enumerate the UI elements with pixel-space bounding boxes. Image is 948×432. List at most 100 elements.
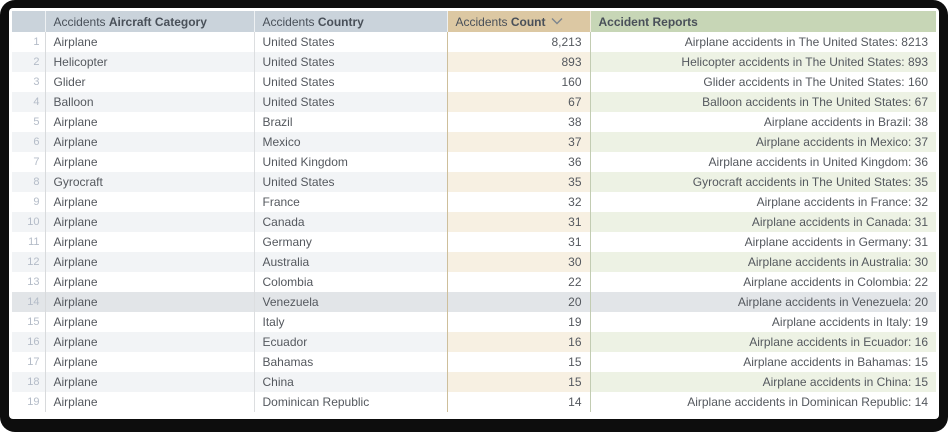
count-cell[interactable]: 35: [447, 172, 591, 192]
count-cell[interactable]: 15: [447, 372, 591, 392]
country-cell[interactable]: Colombia: [254, 272, 448, 292]
row-number-cell[interactable]: 3: [12, 72, 46, 92]
aircraft-category-cell[interactable]: Airplane: [45, 212, 255, 232]
count-cell[interactable]: 16: [447, 332, 591, 352]
country-cell[interactable]: United States: [254, 72, 448, 92]
aircraft-category-cell[interactable]: Airplane: [45, 192, 255, 212]
aircraft-category-cell[interactable]: Helicopter: [45, 52, 255, 72]
country-cell[interactable]: Bahamas: [254, 352, 448, 372]
row-number-cell[interactable]: 12: [12, 252, 46, 272]
row-number-cell[interactable]: 16: [12, 332, 46, 352]
report-cell[interactable]: Airplane accidents in Colombia: 22: [590, 272, 936, 292]
country-cell[interactable]: Ecuador: [254, 332, 448, 352]
country-cell[interactable]: United Kingdom: [254, 152, 448, 172]
count-cell[interactable]: 30: [447, 252, 591, 272]
row-number-cell[interactable]: 1: [12, 32, 46, 52]
count-cell[interactable]: 22: [447, 272, 591, 292]
row-number-cell[interactable]: 7: [12, 152, 46, 172]
country-cell[interactable]: Dominican Republic: [254, 392, 448, 412]
count-cell[interactable]: 31: [447, 212, 591, 232]
row-number-cell[interactable]: 19: [12, 392, 46, 412]
row-number-cell[interactable]: 10: [12, 212, 46, 232]
country-cell[interactable]: China: [254, 372, 448, 392]
report-cell[interactable]: Gyrocraft accidents in The United States…: [590, 172, 936, 192]
column-header-aircraft-category[interactable]: Accidents Aircraft Category: [45, 11, 255, 32]
country-cell[interactable]: Australia: [254, 252, 448, 272]
row-number-cell[interactable]: 11: [12, 232, 46, 252]
row-number-cell[interactable]: 2: [12, 52, 46, 72]
country-cell[interactable]: France: [254, 192, 448, 212]
report-cell[interactable]: Glider accidents in The United States: 1…: [590, 72, 936, 92]
country-cell[interactable]: Italy: [254, 312, 448, 332]
aircraft-category-cell[interactable]: Airplane: [45, 352, 255, 372]
report-cell[interactable]: Balloon accidents in The United States: …: [590, 92, 936, 112]
row-number-cell[interactable]: 15: [12, 312, 46, 332]
count-cell[interactable]: 67: [447, 92, 591, 112]
row-number-cell[interactable]: 4: [12, 92, 46, 112]
row-number-cell[interactable]: 17: [12, 352, 46, 372]
report-cell[interactable]: Airplane accidents in France: 32: [590, 192, 936, 212]
count-cell[interactable]: 20: [447, 292, 591, 312]
report-cell[interactable]: Airplane accidents in Australia: 30: [590, 252, 936, 272]
aircraft-category-cell[interactable]: Airplane: [45, 372, 255, 392]
row-number-cell[interactable]: 5: [12, 112, 46, 132]
country-cell[interactable]: Canada: [254, 212, 448, 232]
report-cell[interactable]: Airplane accidents in Dominican Republic…: [590, 392, 936, 412]
aircraft-category-cell[interactable]: Glider: [45, 72, 255, 92]
aircraft-category-cell[interactable]: Airplane: [45, 312, 255, 332]
count-cell[interactable]: 8,213: [447, 32, 591, 52]
aircraft-category-cell[interactable]: Airplane: [45, 392, 255, 412]
report-cell[interactable]: Airplane accidents in Brazil: 38: [590, 112, 936, 132]
table-row: 6 Airplane Mexico 37 Airplane accidents in M…: [12, 132, 936, 152]
aircraft-category-cell[interactable]: Airplane: [45, 152, 255, 172]
country-cell[interactable]: Mexico: [254, 132, 448, 152]
aircraft-category-cell[interactable]: Airplane: [45, 32, 255, 52]
aircraft-category-cell[interactable]: Airplane: [45, 272, 255, 292]
aircraft-category-cell[interactable]: Airplane: [45, 252, 255, 272]
row-number-cell[interactable]: 6: [12, 132, 46, 152]
count-cell[interactable]: 893: [447, 52, 591, 72]
country-cell[interactable]: Brazil: [254, 112, 448, 132]
country-cell[interactable]: United States: [254, 172, 448, 192]
report-cell[interactable]: Airplane accidents in China: 15: [590, 372, 936, 392]
aircraft-category-cell[interactable]: Airplane: [45, 132, 255, 152]
report-cell[interactable]: Airplane accidents in Ecuador: 16: [590, 332, 936, 352]
aircraft-category-cell[interactable]: Airplane: [45, 232, 255, 252]
count-cell[interactable]: 37: [447, 132, 591, 152]
count-cell[interactable]: 14: [447, 392, 591, 412]
report-cell[interactable]: Airplane accidents in Italy: 19: [590, 312, 936, 332]
aircraft-category-cell[interactable]: Balloon: [45, 92, 255, 112]
count-cell[interactable]: 31: [447, 232, 591, 252]
row-number-cell[interactable]: 18: [12, 372, 46, 392]
report-cell[interactable]: Helicopter accidents in The United State…: [590, 52, 936, 72]
row-number-cell[interactable]: 14: [12, 292, 46, 312]
count-cell[interactable]: 160: [447, 72, 591, 92]
row-number-cell[interactable]: 13: [12, 272, 46, 292]
report-cell[interactable]: Airplane accidents in Venezuela: 20: [590, 292, 936, 312]
country-cell[interactable]: United States: [254, 32, 448, 52]
count-cell[interactable]: 36: [447, 152, 591, 172]
country-cell[interactable]: Venezuela: [254, 292, 448, 312]
count-cell[interactable]: 38: [447, 112, 591, 132]
column-header-country[interactable]: Accidents Country: [254, 11, 448, 32]
report-cell[interactable]: Airplane accidents in The United States:…: [590, 32, 936, 52]
aircraft-category-cell[interactable]: Airplane: [45, 112, 255, 132]
count-cell[interactable]: 15: [447, 352, 591, 372]
aircraft-category-cell[interactable]: Gyrocraft: [45, 172, 255, 192]
country-cell[interactable]: Germany: [254, 232, 448, 252]
report-cell[interactable]: Airplane accidents in United Kingdom: 36: [590, 152, 936, 172]
column-header-accident-reports[interactable]: Accident Reports: [590, 11, 936, 32]
row-number-cell[interactable]: 9: [12, 192, 46, 212]
count-cell[interactable]: 32: [447, 192, 591, 212]
report-cell[interactable]: Airplane accidents in Bahamas: 15: [590, 352, 936, 372]
aircraft-category-cell[interactable]: Airplane: [45, 332, 255, 352]
country-cell[interactable]: United States: [254, 92, 448, 112]
report-cell[interactable]: Airplane accidents in Canada: 31: [590, 212, 936, 232]
count-cell[interactable]: 19: [447, 312, 591, 332]
row-number-cell[interactable]: 8: [12, 172, 46, 192]
country-cell[interactable]: United States: [254, 52, 448, 72]
report-cell[interactable]: Airplane accidents in Germany: 31: [590, 232, 936, 252]
report-cell[interactable]: Airplane accidents in Mexico: 37: [590, 132, 936, 152]
column-header-count[interactable]: Accidents Count: [447, 11, 591, 32]
aircraft-category-cell[interactable]: Airplane: [45, 292, 255, 312]
